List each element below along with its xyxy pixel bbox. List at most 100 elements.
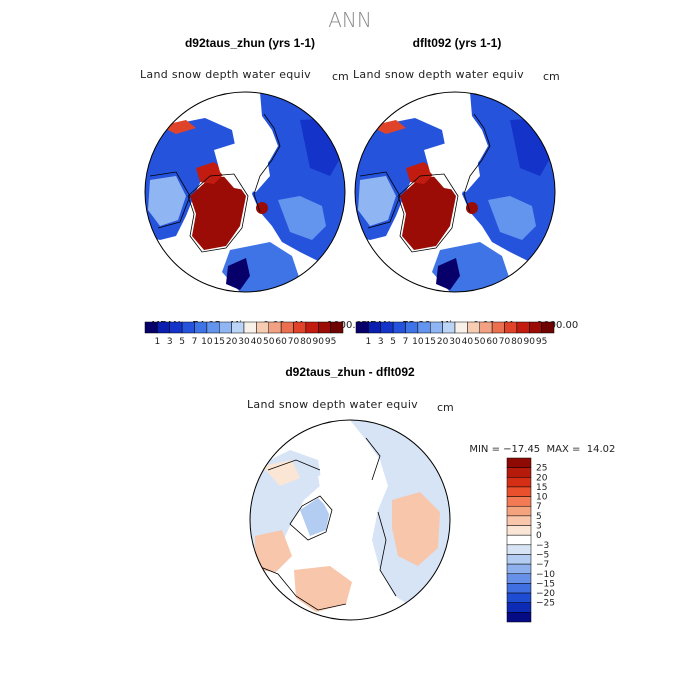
panel1-colorbar-tick-label: 7 [192, 337, 198, 347]
panel3-min-value: −17.45 [503, 444, 541, 455]
panel2-alaska-red [370, 120, 406, 134]
panel2-title: dflt092 (yrs 1-1) [412, 36, 502, 50]
panel2-colorbar-tick-label: 70 [499, 337, 511, 347]
panel2-colorbar-box [355, 321, 369, 334]
panel1-colorbar-box [256, 321, 269, 334]
panel3-colorbar-box [506, 477, 532, 488]
panel2-map-fill [355, 92, 555, 292]
panel1-map-fill [145, 92, 345, 292]
panel1-max-value: 1000.00 [326, 320, 369, 331]
panel1-title: d92taus_zhun (yrs 1-1) [184, 36, 316, 50]
panel2-map [354, 91, 556, 293]
panel3-colorbar-tick-label: 15 [536, 483, 547, 493]
panel1-arctic-islands [196, 162, 226, 184]
panel2-scandinavia-deep [436, 258, 460, 290]
panel1-colorbar-box [330, 321, 344, 334]
panel3-colorbar-box [506, 602, 532, 613]
panel2-central-arctic [424, 140, 480, 192]
panel3-max-value: 14.02 [586, 444, 616, 455]
panel3-colorbar-tick-label: −7 [536, 560, 549, 570]
panel2-colorbar: 1 3 5 7 10 15 20 30 40 50 60 70 80 90 95 [355, 321, 555, 347]
panel2-colorbar-tick-label: 7 [403, 337, 409, 347]
panel2-colorbar-box [380, 321, 394, 334]
panel1-colorbar-tick-label: 5 [179, 337, 185, 347]
panel1-colorbar-box [206, 321, 220, 334]
panel2-map-border [354, 91, 556, 293]
panel3-map-border [249, 419, 451, 621]
panel1-colorbar-box [305, 321, 319, 334]
panel1-colorbar-tick-label: 90 [313, 337, 325, 347]
panel1-colorbar-tick-label: 50 [263, 337, 275, 347]
panel2-colorbar-box [504, 321, 518, 334]
panel1-colorbar-tick-label: 60 [275, 337, 287, 347]
panel1-colorbar-box [157, 321, 170, 334]
panel3-units-label: cm [437, 401, 454, 414]
panel3-colorbar-box [506, 496, 532, 507]
panel3-colorbar-tick-label: −20 [536, 589, 555, 599]
panel2-colorbar-tick-label: 90 [524, 337, 536, 347]
panel2-colorbar-box [442, 321, 456, 334]
panel2-colorbar-tick-label: 50 [474, 337, 486, 347]
panel1-colorbar-tick-label: 10 [201, 337, 213, 347]
panel3-map [249, 419, 451, 621]
panel1-scandinavia-deep [226, 258, 250, 290]
panel3-stats: MIN = −17.45 MAX = 14.02 [463, 433, 615, 455]
panel2-colorbar-box [417, 321, 431, 334]
panel1-colorbar-box [280, 321, 294, 334]
panel3-colorbar-box [506, 563, 532, 575]
panel3-central-arctic [318, 466, 376, 530]
panel3-title: d92taus_zhun - dflt092 [285, 365, 415, 379]
panel3-colorbar-tick-label: 25 [536, 464, 547, 474]
panel2-colorbar-tick-label: 60 [486, 337, 498, 347]
panel2-colorbar-box [516, 321, 530, 334]
panel2-colorbar-tick-label: 80 [511, 337, 523, 347]
panel2-colorbar-tick-label: 30 [449, 337, 461, 347]
panel2-max-value: 1000.00 [536, 320, 579, 331]
panel2-svalbard [466, 202, 478, 214]
panel2-eurasia-light [488, 196, 536, 240]
panel1-colorbar-tick-label: 20 [226, 337, 238, 347]
panel2-colorbar-box [430, 321, 443, 334]
panel2-colorbar-box [479, 321, 493, 334]
panel1-map-border [144, 91, 346, 293]
panel1-colorbar-tick-label: 80 [300, 337, 312, 347]
panel2-colorbar-box [368, 321, 381, 334]
panel3-colorbar-box [506, 534, 532, 546]
panel2-arctic-islands [406, 162, 436, 184]
panel3-colorbar-box [506, 554, 532, 565]
panel2-colorbar-tick-label: 15 [425, 337, 436, 347]
panel3-colorbar-box [506, 467, 532, 478]
panel1-colorbar-tick-label: 15 [214, 337, 225, 347]
panel2-colorbar-tick-label: 3 [378, 337, 384, 347]
panel2-units-label: cm [543, 70, 560, 83]
panel1-colorbar-box [268, 321, 282, 334]
panel2-colorbar-box [405, 321, 419, 334]
panel3-min-label: MIN = [469, 444, 504, 455]
panel2-colorbar-tick-label: 20 [437, 337, 449, 347]
panel3-colorbar-tick-label: 10 [536, 493, 548, 503]
panel1-colorbar-box [194, 321, 208, 334]
panel2-colorbar-tick-label: 1 [366, 337, 372, 347]
panel2-greenland [400, 176, 456, 250]
panel3-colorbar-tick-label: −5 [536, 550, 549, 560]
panel1-colorbar-box [144, 321, 158, 334]
panel3-map-fill [250, 420, 450, 620]
panel1-colorbar-box [169, 321, 183, 334]
panel3-colorbar-box [506, 486, 532, 497]
panel3-europe-positive [294, 566, 352, 612]
panel1-coastlines [149, 113, 281, 253]
panel1-colorbar-tick-label: 70 [288, 337, 300, 347]
panel3-colorbar-tick-label: −25 [536, 599, 555, 609]
panel1-colorbar-tick-label: 40 [251, 337, 263, 347]
panel1-colorbar-tick-label: 3 [167, 337, 173, 347]
panel2-colorbar-box [454, 321, 468, 334]
panel3-colorbar-box [506, 505, 532, 517]
panel3-colorbar-tick-label: −10 [536, 570, 555, 580]
main-title: ANN [328, 8, 372, 32]
panel1-units-label: cm [332, 70, 349, 83]
panel2-colorbar-tick-label: 10 [412, 337, 424, 347]
panel2-colorbar-tick-label: 95 [536, 337, 547, 347]
panel2-colorbar-box [491, 321, 505, 334]
panel1-colorbar-box [293, 321, 307, 334]
